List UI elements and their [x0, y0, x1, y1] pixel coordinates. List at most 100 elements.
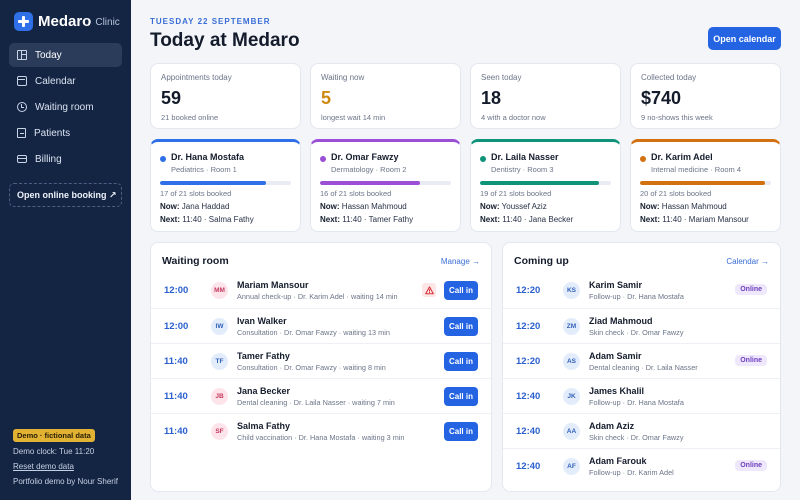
panel-title: Waiting room: [162, 255, 229, 267]
appointment-time: 12:00: [164, 320, 189, 332]
patient-name: Tamer Fathy: [237, 350, 290, 361]
avatar: AS: [563, 352, 580, 370]
card-icon: [17, 155, 27, 163]
slots-progress-bar: [160, 181, 291, 185]
patient-name: Mariam Mansour: [237, 280, 309, 290]
patient-info: Ivan Walker Consultation · Dr. Omar Fawzy…: [237, 316, 491, 337]
panel-title: Coming up: [514, 255, 569, 267]
next-label: Next:: [640, 215, 661, 224]
sidebar-item-billing[interactable]: Billing: [9, 147, 122, 171]
sidebar-item-patients[interactable]: Patients: [9, 121, 122, 145]
stat-sub: 4 with a doctor now: [481, 113, 546, 122]
calendar-icon: [17, 76, 27, 86]
stat-appointments: Appointments today 59 21 booked online: [150, 63, 301, 129]
list-item[interactable]: 12:20 AS Adam Samir Dental cleaning · Dr. L…: [503, 343, 780, 378]
appointment-time: 11:40: [164, 425, 188, 437]
appointment-details: Consultation · Dr. Omar Fawzy · waiting …: [237, 362, 386, 372]
slots-progress-fill: [160, 181, 267, 185]
now-line: Now: Youssef Aziz: [480, 202, 611, 211]
avatar: IW: [211, 317, 228, 335]
patient-info: Tamer Fathy Consultation · Dr. Omar Fawzy…: [237, 351, 491, 372]
call-in-button[interactable]: Call in: [444, 387, 478, 406]
waiting-room-panel: Waiting room Manage → 12:00 MM Mariam Mans…: [150, 242, 492, 492]
doctor-specialty: Internal medicine · Room 4: [651, 165, 742, 174]
date-label: TUESDAY 22 SEPTEMBER: [150, 17, 271, 26]
online-badge: Online: [735, 355, 767, 366]
slots-progress-bar: [320, 181, 451, 185]
avatar: SF: [211, 422, 228, 440]
call-in-button[interactable]: Call in: [444, 317, 478, 336]
patient-info: Adam Samir Dental cleaning · Dr. Laila Na…: [589, 351, 780, 372]
status-dot: [640, 156, 646, 162]
patient-info: Adam Farouk Follow-up · Dr. Karim Adel: [589, 456, 780, 477]
list-item[interactable]: 11:40 SF Salma Fathy Child vaccination · Dr…: [151, 413, 491, 448]
warning-icon[interactable]: [422, 283, 436, 297]
waiting-list: 12:00 MM Mariam Mansour Annual check-up · D…: [151, 273, 491, 448]
open-calendar-button[interactable]: Open calendar: [708, 27, 781, 50]
list-item[interactable]: 12:40 AF Adam Farouk Follow-up · Dr. Karim …: [503, 448, 780, 483]
doctor-card[interactable]: Dr. Hana Mostafa Pediatrics · Room 1 17 …: [150, 139, 301, 232]
list-item[interactable]: 11:40 TF Tamer Fathy Consultation · Dr. Oma…: [151, 343, 491, 378]
next-line: Next: 11:40 · Jana Becker: [480, 215, 611, 224]
now-patient: Hassan Mahmoud: [341, 202, 407, 211]
next-line: Next: 11:40 · Tamer Fathy: [320, 215, 451, 224]
sidebar-item-waiting-room[interactable]: Waiting room: [9, 95, 122, 119]
list-item[interactable]: 11:40 JB Jana Becker Dental cleaning · Dr. …: [151, 378, 491, 413]
doctor-name: Dr. Laila Nasser: [491, 152, 559, 162]
slots-booked: 20 of 21 slots booked: [640, 189, 712, 198]
next-patient: 11:40 · Tamer Fathy: [342, 215, 414, 224]
sidebar-item-today[interactable]: Today: [9, 43, 122, 67]
slots-progress-bar: [480, 181, 611, 185]
next-label: Next:: [320, 215, 341, 224]
list-item[interactable]: 12:40 AA Adam Aziz Skin check · Dr. Omar Fa…: [503, 413, 780, 448]
status-dot: [480, 156, 486, 162]
medical-cross-icon: [14, 12, 33, 31]
appointment-details: Dental cleaning · Dr. Laila Nasser: [589, 362, 698, 372]
list-item[interactable]: 12:00 IW Ivan Walker Consultation · Dr. Oma…: [151, 308, 491, 343]
appointment-time: 12:20: [516, 285, 541, 296]
patient-name: Jana Becker: [237, 385, 291, 396]
stat-value: $740: [641, 88, 682, 108]
appointment-time: 12:40: [516, 460, 541, 472]
slots-booked: 17 of 21 slots booked: [160, 189, 232, 198]
doctor-card[interactable]: Dr. Omar Fawzy Dermatology · Room 2 16 o…: [310, 139, 461, 232]
now-label: Now:: [160, 202, 180, 211]
now-line: Now: Hassan Mahmoud: [640, 202, 771, 211]
brand[interactable]: Medaro Clinic: [14, 12, 120, 31]
call-in-button[interactable]: Call in: [444, 281, 478, 300]
reset-demo-link[interactable]: Reset demo data: [13, 462, 74, 471]
patient-name: Salma Fathy: [237, 420, 291, 431]
sidebar-item-calendar[interactable]: Calendar: [9, 69, 122, 93]
appointment-time: 11:40: [164, 390, 188, 402]
slots-progress-fill: [320, 181, 420, 185]
list-item[interactable]: 12:20 KS Karim Samir Follow-up · Dr. Hana M…: [503, 273, 780, 308]
coming-up-list: 12:20 KS Karim Samir Follow-up · Dr. Hana M…: [503, 273, 780, 483]
stat-collected: Collected today $740 9 no-shows this wee…: [630, 63, 781, 129]
doctor-specialty: Dermatology · Room 2: [331, 165, 407, 174]
list-item[interactable]: 12:00 MM Mariam Mansour Annual check-up · D…: [151, 273, 491, 308]
next-line: Next: 11:40 · Salma Fathy: [160, 215, 291, 224]
clock-icon: [17, 102, 27, 112]
calendar-link[interactable]: Calendar →: [726, 257, 769, 266]
list-item[interactable]: 12:20 ZM Ziad Mahmoud Skin check · Dr. Omar…: [503, 308, 780, 343]
stat-sub: 9 no-shows this week: [641, 113, 713, 122]
demo-badge: Demo · fictional data: [13, 429, 95, 442]
manage-link[interactable]: Manage →: [440, 257, 480, 266]
open-online-booking-button[interactable]: Open online booking ↗: [9, 183, 122, 207]
stat-value: 5: [321, 88, 332, 108]
list-item[interactable]: 12:40 JK James Khalil Follow-up · Dr. Hana …: [503, 378, 780, 413]
stat-sub: longest wait 14 min: [321, 113, 386, 122]
call-in-button[interactable]: Call in: [444, 352, 478, 371]
call-in-button[interactable]: Call in: [444, 422, 478, 441]
sidebar-item-label: Calendar: [35, 75, 76, 87]
now-patient: Hassan Mahmoud: [661, 202, 727, 211]
appointment-details: Skin check · Dr. Omar Fawzy: [589, 327, 684, 337]
stat-waiting: Waiting now 5 longest wait 14 min: [310, 63, 461, 129]
doctor-card[interactable]: Dr. Karim Adel Internal medicine · Room …: [630, 139, 781, 232]
doctor-card[interactable]: Dr. Laila Nasser Dentistry · Room 3 19 o…: [470, 139, 621, 232]
sidebar-item-label: Today: [35, 49, 62, 61]
patient-name: Adam Farouk: [589, 455, 647, 466]
patient-name: Adam Aziz: [589, 420, 635, 431]
appointment-time: 12:40: [516, 390, 541, 402]
patient-name: Adam Samir: [589, 350, 642, 361]
